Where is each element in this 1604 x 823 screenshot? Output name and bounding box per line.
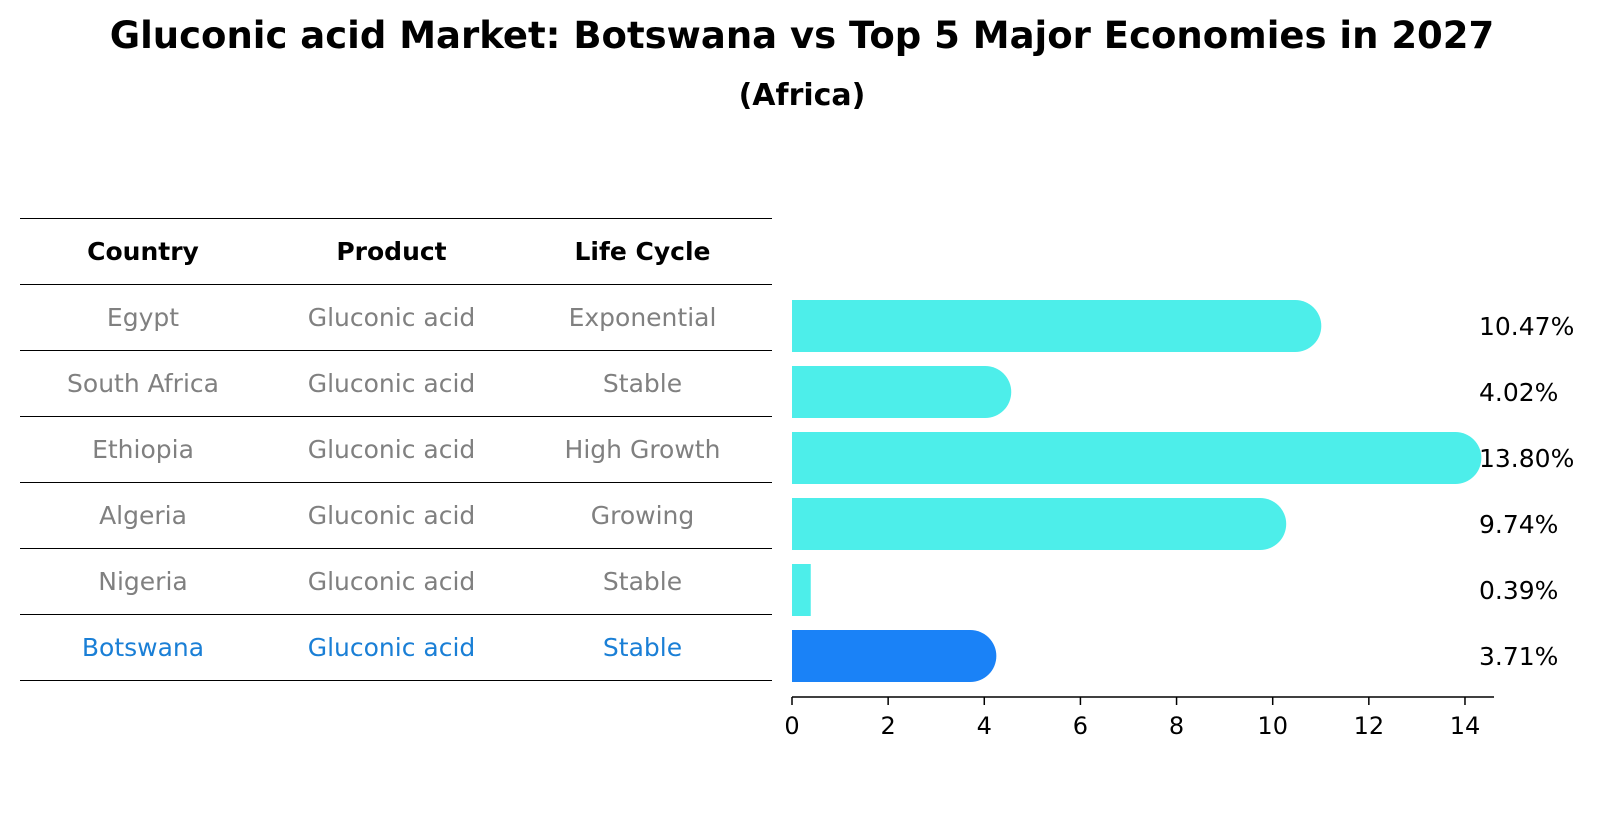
chart-title: Gluconic acid Market: Botswana vs Top 5 … <box>109 14 1495 57</box>
header-product: Product <box>336 237 447 266</box>
life-cycle-cell: Growing <box>590 501 695 530</box>
x-tick-label: 10 <box>1257 712 1288 740</box>
value-label: 9.74% <box>1479 510 1558 539</box>
table-row: Egypt Gluconic acid Exponential <box>20 284 772 350</box>
life-cycle-cell: Stable <box>602 633 683 662</box>
bar <box>792 498 1287 550</box>
country-cell: Algeria <box>99 501 187 530</box>
bar <box>792 300 1322 352</box>
country-cell: South Africa <box>67 369 219 398</box>
product-cell: Gluconic acid <box>307 435 476 464</box>
bar <box>792 564 811 616</box>
value-label: 13.80% <box>1479 444 1574 473</box>
country-cell: Egypt <box>106 303 180 332</box>
table-row: Algeria Gluconic acid Growing <box>20 482 772 548</box>
x-tick-label: 8 <box>1169 712 1184 740</box>
value-label: 10.47% <box>1479 312 1574 341</box>
product-cell: Gluconic acid <box>307 303 476 332</box>
country-cell: Nigeria <box>98 567 188 596</box>
header-life-cycle: Life Cycle <box>574 237 711 266</box>
data-table: Country Product Life Cycle Egypt Gluconi… <box>20 218 772 681</box>
table-row: South Africa Gluconic acid Stable <box>20 350 772 416</box>
life-cycle-cell: High Growth <box>564 435 721 464</box>
product-cell: Gluconic acid <box>307 369 476 398</box>
x-tick-label: 4 <box>977 712 992 740</box>
life-cycle-cell: Exponential <box>568 303 717 332</box>
table-row: Ethiopia Gluconic acid High Growth <box>20 416 772 482</box>
product-cell: Gluconic acid <box>307 633 476 662</box>
table-row: Nigeria Gluconic acid Stable <box>20 548 772 614</box>
table-header-row: Country Product Life Cycle <box>20 218 772 284</box>
value-label: 3.71% <box>1479 642 1558 671</box>
life-cycle-cell: Stable <box>602 567 683 596</box>
x-tick-label: 2 <box>880 712 895 740</box>
chart-subtitle: (Africa) <box>738 78 866 113</box>
table-row-highlighted: Botswana Gluconic acid Stable <box>20 614 772 681</box>
bar <box>792 432 1482 484</box>
value-label: 4.02% <box>1479 378 1558 407</box>
country-cell: Botswana <box>81 633 205 662</box>
product-cell: Gluconic acid <box>307 501 476 530</box>
header-country: Country <box>87 237 199 266</box>
x-tick-label: 12 <box>1354 712 1385 740</box>
x-tick-label: 6 <box>1073 712 1088 740</box>
x-tick-label: 0 <box>784 712 799 740</box>
product-cell: Gluconic acid <box>307 567 476 596</box>
country-cell: Ethiopia <box>92 435 194 464</box>
x-tick-label: 14 <box>1450 712 1481 740</box>
bar <box>792 366 1012 418</box>
bar-highlighted <box>792 630 997 682</box>
life-cycle-cell: Stable <box>602 369 683 398</box>
value-label: 0.39% <box>1479 576 1558 605</box>
